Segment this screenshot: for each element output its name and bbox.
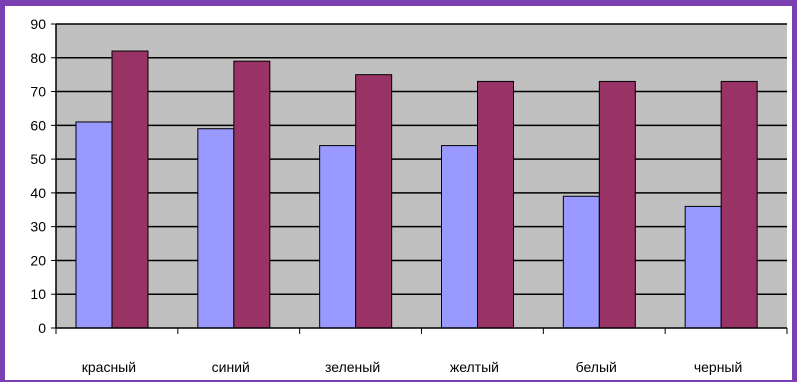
bar-1-белый: [562, 195, 600, 329]
y-tick-label: 50: [30, 151, 46, 167]
x-tick-label: черный: [694, 359, 742, 375]
bar-2-зеленый: [355, 74, 393, 329]
bar-1-желтый: [441, 145, 478, 329]
y-tick-label: 0: [38, 320, 46, 336]
axes: [55, 24, 788, 334]
bar-2-красный: [111, 50, 149, 329]
bars: [75, 50, 758, 329]
y-tick-label: 70: [30, 84, 46, 100]
bar-2-синий: [233, 60, 271, 329]
bar-1-черный: [684, 205, 722, 329]
x-tick-label: белый: [576, 359, 617, 375]
bar-2-желтый: [477, 80, 514, 329]
y-tick-label: 30: [30, 219, 46, 235]
plot-area: [56, 24, 787, 328]
y-tick-label: 40: [30, 185, 46, 201]
bar-1-красный: [75, 121, 113, 329]
bar-2-белый: [598, 80, 636, 329]
y-tick-label: 60: [30, 117, 46, 133]
x-tick-label: красный: [82, 359, 136, 375]
y-tick-label: 10: [30, 286, 46, 302]
y-tick-label: 90: [30, 16, 46, 32]
y-axis-ticks: 0 10 20 30 40 50 60 70 80 90: [30, 16, 56, 336]
bar-1-зеленый: [319, 145, 357, 329]
y-tick-label: 20: [30, 252, 46, 268]
x-tick-label: желтый: [450, 359, 499, 375]
x-tick-label: синий: [212, 359, 250, 375]
x-tick-label: зеленый: [325, 359, 380, 375]
y-tick-label: 80: [30, 50, 46, 66]
x-axis-labels: красный синий зеленый желтый белый черный: [82, 359, 743, 375]
gridlines: [56, 23, 787, 295]
bar-1-синий: [197, 128, 235, 329]
bar-2-черный: [720, 80, 758, 329]
